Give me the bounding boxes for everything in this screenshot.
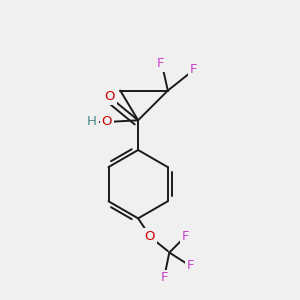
Text: O: O [102,115,112,128]
Text: F: F [186,260,194,272]
Text: F: F [182,230,189,243]
Text: F: F [161,271,169,284]
Text: O: O [145,230,155,243]
Text: O: O [105,90,115,103]
Text: F: F [157,57,164,70]
Text: H: H [87,115,97,128]
Text: F: F [189,63,197,76]
